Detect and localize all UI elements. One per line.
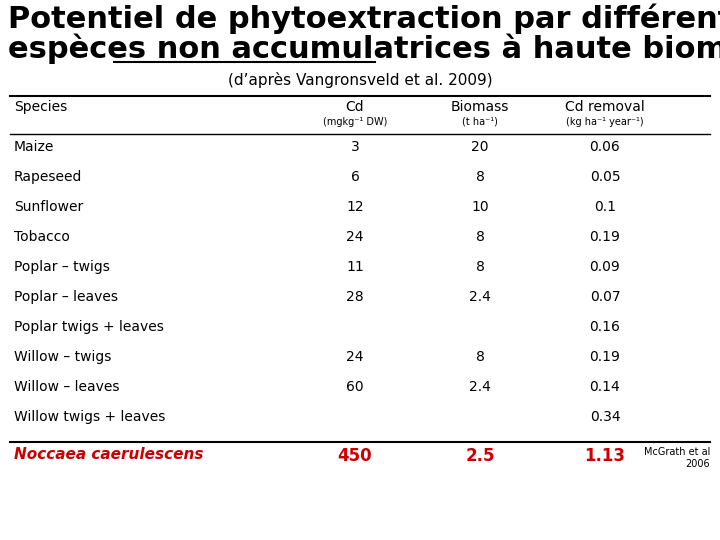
Text: 8: 8	[476, 350, 485, 364]
Text: 60: 60	[346, 380, 364, 394]
Text: 0.16: 0.16	[590, 320, 621, 334]
Text: 2006: 2006	[685, 459, 710, 469]
Text: 24: 24	[346, 230, 364, 244]
Text: 450: 450	[338, 447, 372, 465]
Text: McGrath et al: McGrath et al	[644, 447, 710, 457]
Text: 24: 24	[346, 350, 364, 364]
Text: 10: 10	[471, 200, 489, 214]
Text: 28: 28	[346, 290, 364, 304]
Text: 8: 8	[476, 260, 485, 274]
Text: 0.07: 0.07	[590, 290, 621, 304]
Text: Poplar – leaves: Poplar – leaves	[14, 290, 118, 304]
Text: 6: 6	[351, 170, 359, 184]
Text: Potentiel de phytoextraction par différentes: Potentiel de phytoextraction par différe…	[8, 4, 720, 35]
Text: espèces non accumulatrices à haute biomasse: espèces non accumulatrices à haute bioma…	[8, 34, 720, 64]
Text: Cd removal: Cd removal	[565, 100, 645, 114]
Text: 1.13: 1.13	[585, 447, 626, 465]
Text: 2.5: 2.5	[465, 447, 495, 465]
Text: 0.09: 0.09	[590, 260, 621, 274]
Text: 2.4: 2.4	[469, 380, 491, 394]
Text: Rapeseed: Rapeseed	[14, 170, 82, 184]
Text: 11: 11	[346, 260, 364, 274]
Text: 8: 8	[476, 170, 485, 184]
Text: 8: 8	[476, 230, 485, 244]
Text: Cd: Cd	[346, 100, 364, 114]
Text: (kg ha⁻¹ year⁻¹): (kg ha⁻¹ year⁻¹)	[566, 117, 644, 127]
Text: Biomass: Biomass	[451, 100, 509, 114]
Text: Willow twigs + leaves: Willow twigs + leaves	[14, 410, 166, 424]
Text: Willow – twigs: Willow – twigs	[14, 350, 112, 364]
Text: Maize: Maize	[14, 140, 55, 154]
Text: 0.06: 0.06	[590, 140, 621, 154]
Text: Poplar – twigs: Poplar – twigs	[14, 260, 110, 274]
Text: 12: 12	[346, 200, 364, 214]
Text: Sunflower: Sunflower	[14, 200, 84, 214]
Text: 0.19: 0.19	[590, 350, 621, 364]
Text: (mgkg⁻¹ DW): (mgkg⁻¹ DW)	[323, 117, 387, 127]
Text: Noccaea caerulescens: Noccaea caerulescens	[14, 447, 204, 462]
Text: Poplar twigs + leaves: Poplar twigs + leaves	[14, 320, 164, 334]
Text: Willow – leaves: Willow – leaves	[14, 380, 120, 394]
Text: 3: 3	[351, 140, 359, 154]
Text: (t ha⁻¹): (t ha⁻¹)	[462, 117, 498, 127]
Text: 0.1: 0.1	[594, 200, 616, 214]
Text: 0.14: 0.14	[590, 380, 621, 394]
Text: 20: 20	[472, 140, 489, 154]
Text: 0.05: 0.05	[590, 170, 621, 184]
Text: (d’après Vangronsveld et al. 2009): (d’après Vangronsveld et al. 2009)	[228, 72, 492, 88]
Text: 0.19: 0.19	[590, 230, 621, 244]
Text: 2.4: 2.4	[469, 290, 491, 304]
Text: 0.34: 0.34	[590, 410, 621, 424]
Text: Tobacco: Tobacco	[14, 230, 70, 244]
Text: Species: Species	[14, 100, 67, 114]
